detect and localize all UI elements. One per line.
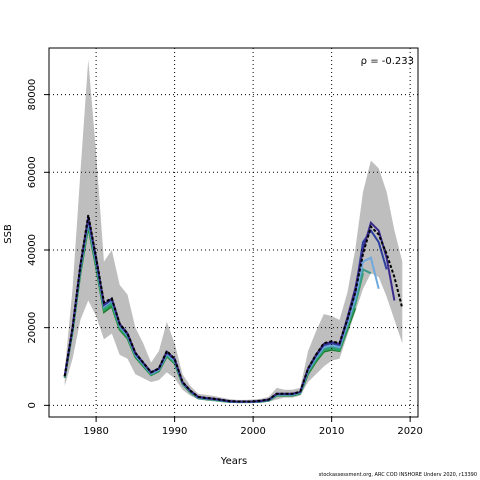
plot-frame [48, 47, 419, 418]
grid-lines [49, 48, 418, 417]
y-tick-label: 80000 [27, 79, 38, 111]
series-lines [63, 214, 404, 404]
source-footer: stockassessment.org, ARC COD INSHORE Und… [318, 472, 477, 478]
x-tick-label: 2010 [319, 426, 344, 437]
series-line-base [63, 214, 404, 403]
x-tick-label: 1990 [162, 426, 187, 437]
y-tick-label: 0 [27, 402, 38, 408]
x-axis-title: Years [220, 456, 247, 467]
rho-annotation: ρ = -0.233 [361, 56, 414, 67]
x-tick-label: 2000 [240, 426, 265, 437]
axes: 1980 1990 2000 2010 2020 0 20000 40000 60000 8000… [27, 79, 423, 437]
y-tick-label: 20000 [27, 312, 38, 344]
x-tick-label: 1980 [83, 426, 108, 437]
x-tick-label: 2020 [397, 426, 422, 437]
y-tick-label: 60000 [27, 156, 38, 188]
y-axis-title: SSB [3, 224, 14, 244]
y-tick-label: 40000 [27, 234, 38, 266]
